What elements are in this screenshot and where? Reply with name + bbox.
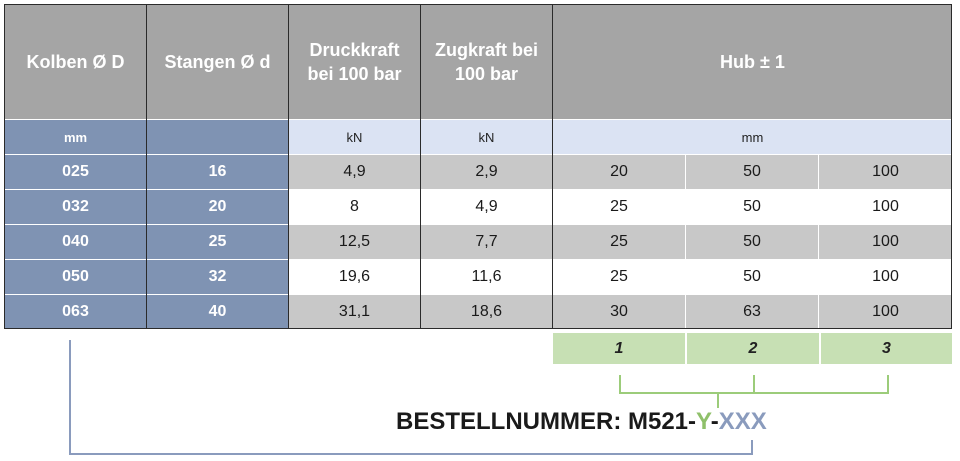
- cell-hub3: 100: [818, 259, 953, 295]
- cell-stangen: 40: [146, 294, 289, 330]
- cell-kolben: 050: [4, 259, 147, 295]
- blue-connector: [69, 340, 753, 455]
- cell-druck: 8: [288, 189, 421, 225]
- cell-stangen: 25: [146, 224, 289, 260]
- table-row: 063 40 31,1 18,6 30 63 100: [4, 294, 953, 330]
- selector-hub3: 3: [821, 333, 952, 364]
- cell-druck: 31,1: [288, 294, 421, 330]
- order-xxx: XXX: [718, 408, 767, 435]
- cell-hub1: 25: [552, 259, 686, 295]
- header-druckkraft-line1: Druckkraft: [309, 40, 400, 60]
- order-dash1: -: [688, 408, 697, 435]
- cell-stangen: 20: [146, 189, 289, 225]
- selector-hub1: 1: [553, 333, 685, 364]
- unit-row: mm kN kN mm: [4, 119, 953, 155]
- header-row: Kolben Ø D Stangen Ø d Druckkraft bei 10…: [4, 4, 953, 120]
- order-prefix: BESTELLNUMMER:: [396, 408, 628, 435]
- unit-kolben: mm: [4, 119, 147, 155]
- header-zugkraft-line1: Zugkraft bei: [434, 40, 538, 60]
- cell-hub3: 100: [818, 189, 953, 225]
- cell-zug: 4,9: [420, 189, 553, 225]
- table-row: 040 25 12,5 7,7 25 50 100: [4, 224, 953, 260]
- column-divider: [288, 4, 289, 329]
- table-row: 025 16 4,9 2,9 20 50 100: [4, 154, 953, 190]
- cell-kolben: 040: [4, 224, 147, 260]
- cell-zug: 11,6: [420, 259, 553, 295]
- header-hub: Hub ± 1: [552, 4, 953, 120]
- cell-kolben: 032: [4, 189, 147, 225]
- column-divider: [146, 4, 147, 329]
- cell-kolben: 025: [4, 154, 147, 190]
- unit-hub: mm: [552, 119, 953, 155]
- header-zugkraft: Zugkraft bei 100 bar: [420, 4, 553, 120]
- column-divider: [420, 4, 421, 329]
- cell-druck: 4,9: [288, 154, 421, 190]
- cell-kolben: 063: [4, 294, 147, 330]
- header-druckkraft-line2: bei 100 bar: [307, 64, 402, 84]
- column-divider: [552, 4, 553, 329]
- order-y: Y: [696, 408, 711, 435]
- cell-hub2: 50: [685, 154, 819, 190]
- table-row: 050 32 19,6 11,6 25 50 100: [4, 259, 953, 295]
- unit-stangen: [146, 119, 289, 155]
- cell-hub3: 100: [818, 224, 953, 260]
- cell-zug: 18,6: [420, 294, 553, 330]
- header-zugkraft-line2: 100 bar: [454, 64, 519, 84]
- cell-hub1: 25: [552, 189, 686, 225]
- spec-table: Kolben Ø D Stangen Ø d Druckkraft bei 10…: [4, 4, 953, 330]
- cell-zug: 7,7: [420, 224, 553, 260]
- green-bracket: [619, 375, 889, 408]
- header-druckkraft: Druckkraft bei 100 bar: [288, 4, 421, 120]
- order-model: M521: [627, 408, 689, 435]
- cell-hub2: 50: [685, 189, 819, 225]
- selector-hub2: 2: [687, 333, 819, 364]
- cell-druck: 19,6: [288, 259, 421, 295]
- cell-hub3: 100: [818, 294, 953, 330]
- cell-hub2: 50: [685, 259, 819, 295]
- table-row: 032 20 8 4,9 25 50 100: [4, 189, 953, 225]
- order-dash2: -: [710, 408, 719, 435]
- cell-hub3: 100: [818, 154, 953, 190]
- cell-druck: 12,5: [288, 224, 421, 260]
- cell-hub2: 63: [685, 294, 819, 330]
- cell-stangen: 32: [146, 259, 289, 295]
- order-number: BESTELLNUMMER: M521-Y-XXX: [396, 408, 767, 436]
- header-kolben: Kolben Ø D: [4, 4, 147, 120]
- cell-hub2: 50: [685, 224, 819, 260]
- unit-zug: kN: [420, 119, 553, 155]
- unit-druck: kN: [288, 119, 421, 155]
